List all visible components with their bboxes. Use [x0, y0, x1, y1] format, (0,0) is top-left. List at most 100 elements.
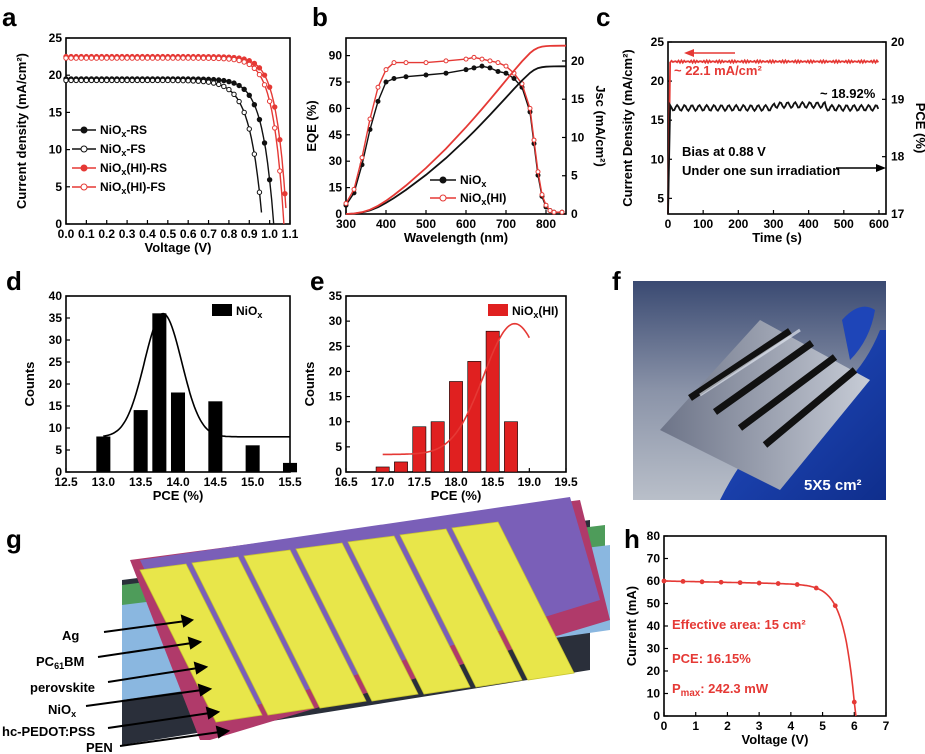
- module-stripes: [688, 328, 858, 448]
- module-reflection: [699, 328, 801, 397]
- histogram-bar: [467, 361, 482, 473]
- irradiation-annotation: Under one sun irradiation: [682, 163, 840, 178]
- histogram-bar: [412, 426, 427, 473]
- data-point: [144, 77, 151, 84]
- eqe-point: [391, 75, 397, 81]
- current-density-line: [667, 58, 880, 215]
- data-point: [256, 116, 263, 123]
- data-point: [277, 168, 283, 174]
- pce-annotation: PCE: 16.15%: [672, 651, 751, 666]
- ag-electrode: [347, 535, 471, 695]
- x-tick-label: 12.5: [54, 475, 78, 489]
- glove-finger: [842, 306, 875, 360]
- data-point: [73, 77, 79, 84]
- arrow-left-head: [684, 49, 694, 57]
- data-point: [251, 102, 258, 108]
- ag-electrode: [191, 556, 315, 716]
- histogram-bar: [485, 330, 500, 473]
- chart-a: 0.0 0.1 0.2 0.3 0.4 0.5 0.6 0.7 0.8 0.9 1.0 1.1 0 5 10…: [14, 31, 299, 255]
- legend-marker: [439, 176, 447, 184]
- data-point: [231, 56, 237, 63]
- data-point: [175, 77, 181, 84]
- data-point: [261, 72, 268, 78]
- y-axis-label: Counts: [302, 362, 317, 407]
- x-tick-label: 19.5: [554, 475, 578, 489]
- x-tick-label: 14.0: [166, 475, 190, 489]
- x-tick-label: 7: [883, 719, 890, 733]
- chart-c: 0 100 200 300 400 500 600 5 10 15 20 25 Time (s) Curr…: [620, 35, 925, 245]
- eqe-point: [463, 56, 469, 62]
- data-point: [266, 177, 273, 183]
- ag-electrodes: [139, 521, 575, 723]
- layer-label-pen: PEN: [86, 740, 113, 754]
- data-point: [266, 84, 273, 90]
- ag-electrode: [451, 521, 575, 681]
- eqe-point: [531, 137, 537, 143]
- y-tick-label: 20: [647, 664, 661, 678]
- eqe-point: [471, 54, 477, 60]
- data-point: [251, 151, 258, 157]
- iv-point: [737, 580, 743, 586]
- iv-point: [851, 699, 857, 705]
- histogram-bar: [245, 445, 260, 473]
- y-tick-label: 15: [651, 113, 665, 127]
- y2-tick-label: 15: [571, 92, 585, 106]
- eqe-point: [463, 67, 469, 73]
- y2-tick-label: 10: [571, 130, 585, 144]
- data-point: [180, 77, 186, 84]
- layer-label-perovskite: perovskite: [30, 680, 95, 695]
- eqe-point: [403, 74, 409, 80]
- y-tick-label: 80: [647, 529, 661, 543]
- x-tick-label: 0.1: [78, 227, 95, 241]
- x-axis-label: Time (s): [752, 230, 802, 245]
- pce-line: [667, 100, 880, 215]
- x-tick-label: 0.5: [159, 227, 176, 241]
- histogram-bar: [282, 462, 298, 473]
- x-tick-label: 0.3: [119, 227, 136, 241]
- histogram-bar: [152, 313, 167, 473]
- x-tick-label: 0.4: [139, 227, 156, 241]
- eqe-point: [495, 60, 501, 66]
- photo-caption: 5X5 cm²: [804, 477, 862, 494]
- y2-tick-label: 0: [571, 207, 578, 221]
- panel-label-a: a: [2, 2, 17, 32]
- y-tick-label: 70: [647, 552, 661, 566]
- y-tick-label: 15: [329, 181, 343, 195]
- data-point: [236, 98, 242, 105]
- y-tick-label: 10: [651, 152, 665, 166]
- data-point: [98, 55, 105, 61]
- eqe-point: [503, 70, 509, 76]
- x-tick-label: 700: [496, 217, 516, 231]
- data-point: [216, 77, 222, 83]
- data-point: [226, 86, 232, 93]
- x-tick-label: 200: [728, 217, 748, 231]
- histogram-bar: [430, 421, 445, 473]
- x-tick-label: 300: [336, 217, 356, 231]
- data-point: [170, 77, 176, 84]
- iv-point: [699, 579, 705, 585]
- y-tick-label: 25: [329, 339, 343, 353]
- x-tick-label: 3: [756, 719, 763, 733]
- arrow-right-head: [876, 164, 886, 172]
- eqe-point: [551, 209, 557, 215]
- chart-d: 12.5 13.0 13.5 14.0 14.5 15.0 15.5 0 5 10 15 20 25 30…: [22, 289, 302, 503]
- plot-frame: [667, 41, 887, 215]
- x-tick-label: 17.0: [371, 475, 395, 489]
- y-tick-label: 35: [329, 289, 343, 303]
- data-point: [185, 55, 191, 61]
- data-point: [68, 77, 74, 84]
- x-tick-label: 0: [665, 217, 672, 231]
- x-tick-label: 18.0: [444, 475, 468, 489]
- y-tick-label: 0: [335, 465, 342, 479]
- layer-label-ag: Ag: [62, 628, 79, 643]
- panel-label-g: g: [6, 524, 22, 554]
- y-tick-label: 20: [49, 377, 63, 391]
- data-point: [210, 55, 217, 62]
- y2-tick-label: 19: [891, 92, 905, 106]
- data-point: [261, 82, 268, 88]
- iv-point: [813, 585, 819, 591]
- y-tick-label: 20: [651, 74, 665, 88]
- data-point: [216, 81, 222, 88]
- y-axis-label: Counts: [22, 362, 37, 407]
- legend-entry: NiOx(HI): [512, 304, 558, 320]
